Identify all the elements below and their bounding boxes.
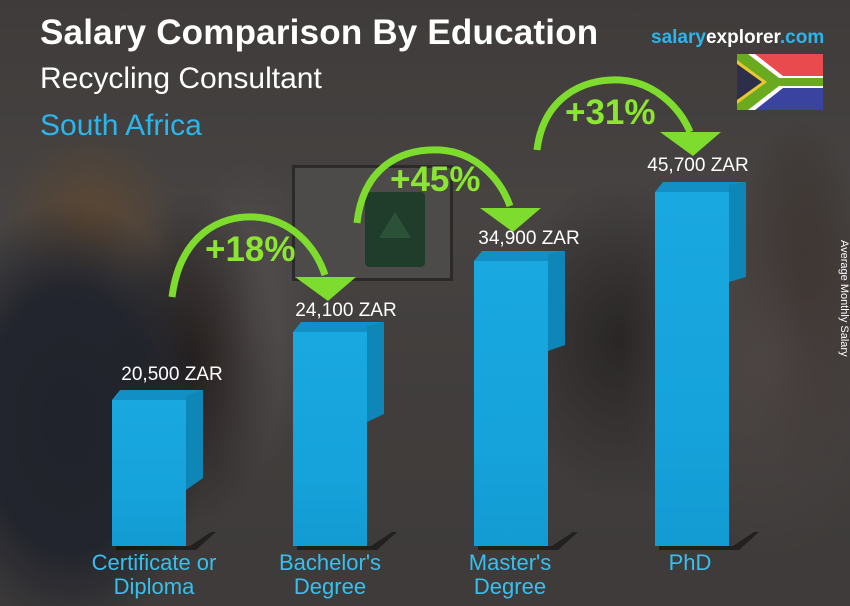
bar-certificate-diploma[interactable] — [112, 390, 216, 550]
bar-side-face — [367, 322, 384, 422]
bar-top-face — [474, 251, 565, 261]
percent-increase-2: +45% — [390, 160, 481, 199]
bar-top-face — [112, 390, 203, 400]
category-label-phd: PhD — [605, 551, 775, 575]
bar-top-face — [655, 182, 746, 192]
value-label-phd: 45,700 ZAR — [647, 155, 749, 176]
bar-masters-degree[interactable] — [474, 251, 578, 550]
bar-top-face — [293, 322, 384, 332]
category-line1: Master's — [468, 550, 552, 575]
bar-side-face — [186, 390, 203, 490]
value-label-masters: 34,900 ZAR — [478, 228, 580, 249]
chart-title: Salary Comparison By Education — [40, 13, 599, 52]
bar-shadow — [478, 532, 578, 550]
category-label-masters: Master's Degree — [425, 551, 595, 599]
y-axis-label-text: Average Monthly Salary — [838, 240, 850, 357]
increase-arrow-icon-2 — [353, 146, 541, 232]
bar-front-face — [474, 261, 548, 546]
value-label-certificate: 20,500 ZAR — [121, 364, 223, 385]
category-label-certificate: Certificate or Diploma — [69, 551, 239, 599]
percent-increase-1: +18% — [205, 230, 296, 269]
background-recycle-bin — [365, 192, 425, 267]
brand-logo[interactable]: salaryexplorer.com — [651, 27, 824, 49]
brand-part-salary: salary — [651, 27, 706, 48]
bar-shadow — [659, 532, 759, 550]
percent-increase-3: +31% — [565, 93, 656, 132]
south-africa-flag-icon — [737, 54, 823, 110]
increase-arrow-icon-1 — [168, 213, 356, 301]
category-line2: Diploma — [113, 574, 195, 599]
brand-part-explorer: explorer — [705, 27, 780, 48]
category-line1: Certificate or — [91, 550, 217, 575]
category-line1: PhD — [668, 550, 712, 575]
category-line1: Bachelor's — [278, 550, 382, 575]
bar-shadow — [297, 532, 397, 550]
job-title: Recycling Consultant — [40, 62, 322, 95]
category-line2: Degree — [293, 574, 367, 599]
increase-arrow-icon-3 — [533, 76, 721, 156]
bar-side-face — [548, 251, 565, 351]
brand-part-com: .com — [779, 27, 825, 48]
bar-side-face — [729, 182, 746, 282]
country-name: South Africa — [40, 109, 202, 142]
bar-bachelors-degree[interactable] — [293, 322, 397, 550]
bar-shadow — [116, 532, 216, 550]
bar-front-face — [293, 332, 367, 546]
y-axis-label: Average Monthly Salary — [836, 240, 850, 370]
category-line2: Degree — [473, 574, 547, 599]
category-label-bachelors: Bachelor's Degree — [245, 551, 415, 599]
bar-phd[interactable] — [655, 182, 759, 550]
value-label-bachelors: 24,100 ZAR — [295, 300, 397, 321]
bar-front-face — [112, 400, 186, 546]
bar-front-face — [655, 192, 729, 546]
